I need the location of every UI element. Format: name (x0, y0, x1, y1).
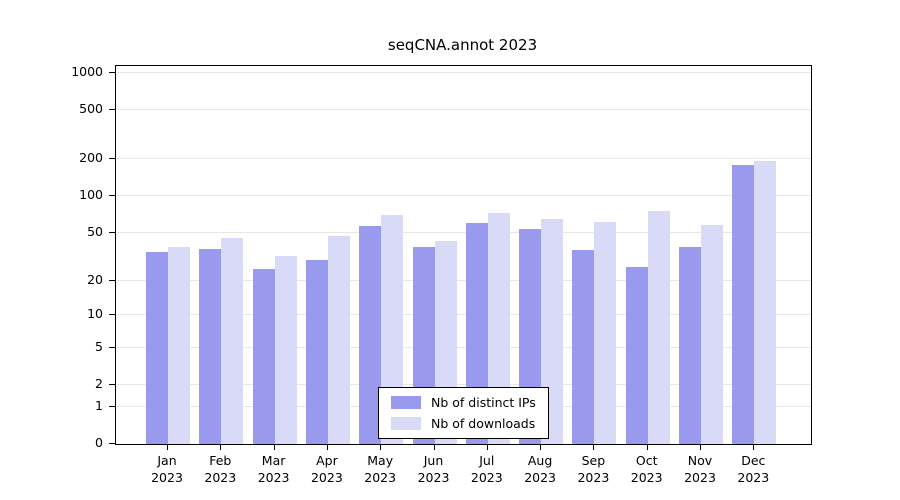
gridline (116, 109, 811, 111)
gridline (116, 231, 811, 233)
x-tick-label: Aug 2023 (524, 453, 556, 485)
bar (679, 247, 701, 444)
y-tick-label: 2 (95, 376, 103, 391)
y-tick-label: 5 (95, 338, 103, 354)
bar (327, 236, 350, 444)
y-tick-label: 100 (79, 187, 103, 203)
gridline (116, 314, 811, 316)
gridline (116, 195, 811, 197)
x-tick-label: Jun 2023 (417, 453, 450, 485)
legend-item-downloads: Nb of downloads (391, 416, 536, 431)
x-tick-label: Feb 2023 (204, 453, 237, 485)
legend-item-distinct-ips: Nb of distinct IPs (391, 395, 536, 410)
gridline (116, 72, 811, 73)
legend-swatch-downloads (391, 417, 421, 430)
bar (305, 259, 328, 444)
bar (754, 161, 777, 444)
x-tick-label: Jan 2023 (151, 453, 183, 485)
y-tick-label: 500 (79, 101, 103, 117)
bar (359, 225, 382, 444)
legend: Nb of distinct IPs Nb of downloads (378, 387, 549, 439)
bar (381, 215, 404, 444)
legend-label-distinct-ips: Nb of distinct IPs (431, 395, 536, 410)
gridline (116, 346, 811, 348)
bar (625, 267, 648, 444)
x-tick-label: May 2023 (364, 453, 397, 485)
bar (274, 256, 297, 444)
y-tick-label: 10 (87, 306, 103, 322)
bar (701, 225, 723, 444)
x-tick-label: Sep 2023 (577, 453, 610, 485)
x-tick-label: Jul 2023 (470, 453, 503, 485)
bar (168, 247, 190, 444)
plot-area: Nb of distinct IPs Nb of downloads (115, 65, 812, 445)
chart-title: seqCNA.annot 2023 (387, 36, 538, 54)
bar (252, 269, 275, 444)
bar (487, 212, 510, 444)
x-tick-label: Dec 2023 (737, 453, 770, 485)
y-tick-label: 20 (87, 271, 103, 287)
gridline (116, 279, 811, 281)
legend-swatch-distinct-ips (391, 396, 421, 409)
x-tick-label: Nov 2023 (684, 453, 716, 485)
y-tick-label: 0 (95, 435, 103, 450)
bar (146, 251, 168, 444)
bar (647, 211, 670, 444)
bar (572, 250, 595, 444)
gridline (116, 158, 811, 160)
bar (594, 221, 617, 444)
y-tick-label: 200 (79, 150, 103, 166)
bar (732, 164, 755, 444)
x-tick-label: Mar 2023 (257, 453, 290, 485)
bar (199, 248, 222, 444)
bar (221, 238, 244, 444)
legend-label-downloads: Nb of downloads (431, 416, 536, 431)
y-tick-label: 50 (87, 223, 103, 239)
x-tick-label: Apr 2023 (310, 453, 343, 485)
x-tick-label: Oct 2023 (630, 453, 663, 485)
gridline (116, 384, 811, 386)
y-tick-label: 1 (95, 397, 103, 413)
y-tick-label: 1000 (71, 64, 103, 79)
